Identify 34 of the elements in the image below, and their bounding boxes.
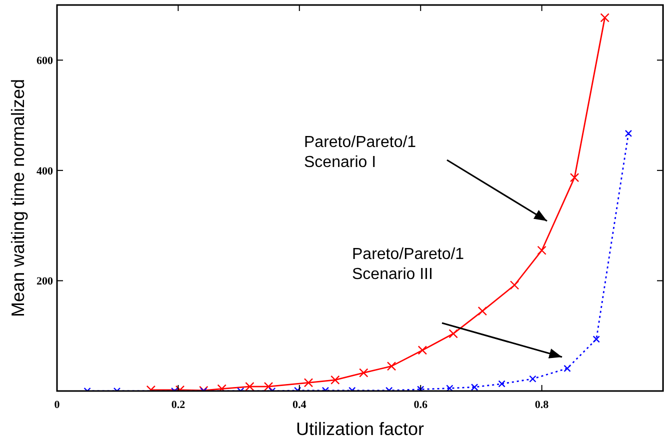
x-tick-label: 0.2 xyxy=(171,399,186,411)
point xyxy=(592,336,600,343)
annotation: Pareto/Pareto/1 Scenario III xyxy=(352,246,464,283)
x-tick-label: 0.4 xyxy=(292,399,307,411)
point xyxy=(448,329,458,338)
y-tick-label: 600 xyxy=(36,55,54,68)
y-axis-title: Mean waiting time normalized xyxy=(8,78,28,318)
point xyxy=(359,368,368,378)
point xyxy=(417,386,424,391)
x-axis-title: Utilization factor xyxy=(296,419,424,439)
point xyxy=(600,13,610,22)
y-tick-label: 200 xyxy=(36,276,54,288)
point xyxy=(564,364,571,372)
point xyxy=(510,280,520,290)
point xyxy=(537,246,546,255)
annotation: Pareto/Pareto/1 Scenario I xyxy=(304,134,416,171)
point xyxy=(624,130,632,138)
point xyxy=(570,172,580,182)
point xyxy=(470,384,478,391)
x-tick-label: 0.6 xyxy=(414,399,428,411)
point xyxy=(498,380,506,388)
point xyxy=(446,384,454,391)
point xyxy=(304,378,314,388)
point xyxy=(264,382,274,391)
point xyxy=(386,362,396,371)
point xyxy=(245,382,254,391)
point xyxy=(217,384,226,391)
point xyxy=(418,346,428,355)
point xyxy=(330,375,340,385)
y-tick-label: 400 xyxy=(36,165,54,178)
point xyxy=(529,375,536,382)
x-tick-label: 0.8 xyxy=(534,399,550,411)
x-tick-label: 0 xyxy=(54,399,60,411)
point xyxy=(478,306,488,316)
